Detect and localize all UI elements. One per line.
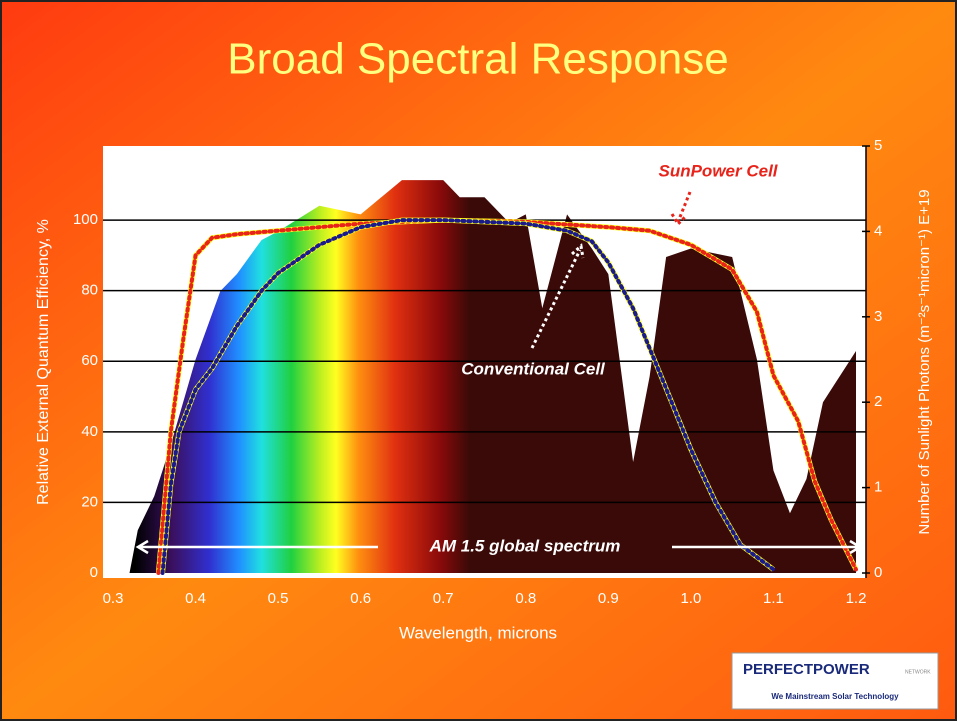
logo-tagline: We Mainstream Solar Technology	[771, 692, 899, 701]
y-axis-label: Relative External Quantum Efficiency, %	[35, 219, 52, 505]
y2-tick-label: 0	[874, 564, 882, 581]
x-tick-label: 0.5	[268, 590, 289, 607]
y2-tick-label: 5	[874, 137, 882, 154]
y-tick-label: 20	[81, 493, 98, 510]
y-tick-label: 80	[81, 282, 98, 299]
logo-box	[731, 652, 939, 710]
pointer-arrow	[670, 191, 692, 227]
x-tick-label: 0.3	[103, 590, 124, 607]
sunpower-label: SunPower Cell	[658, 161, 778, 180]
efficiency-line	[160, 218, 776, 575]
spectrum-area	[129, 180, 856, 573]
y2-tick-label: 1	[874, 479, 882, 496]
x-axis-label: Wavelength, microns	[399, 623, 557, 642]
y-tick-label: 100	[73, 211, 98, 228]
x-tick-label: 0.4	[185, 590, 206, 607]
pointer-arrow	[530, 243, 585, 349]
x-tick-label: 1.2	[846, 590, 867, 607]
logo-title: PERFECTPOWER	[743, 661, 870, 678]
x-tick-label: 1.0	[680, 590, 701, 607]
y2-tick-label: 4	[874, 222, 882, 239]
conventional-label: Conventional Cell	[461, 359, 606, 378]
y2-axis-label: Number of Sunlight Photons (m⁻²s⁻¹micron…	[916, 189, 933, 534]
spectrum-label: AM 1.5 global spectrum	[429, 536, 621, 555]
y-tick-label: 40	[81, 423, 98, 440]
title: Broad Spectral Response	[227, 35, 728, 84]
y2-tick-label: 2	[874, 393, 882, 410]
x-tick-label: 0.7	[433, 590, 454, 607]
x-tick-label: 0.9	[598, 590, 619, 607]
x-tick-label: 0.6	[350, 590, 371, 607]
logo-suffix: NETWORK	[905, 669, 931, 675]
efficiency-line	[156, 218, 858, 575]
logo: PERFECTPOWER NETWORK We Mainstream Solar…	[731, 652, 939, 710]
x-tick-label: 1.1	[763, 590, 784, 607]
y-tick-label: 60	[81, 352, 98, 369]
y2-tick-label: 3	[874, 308, 882, 325]
range-arrow	[135, 539, 863, 555]
x-tick-label: 0.8	[515, 590, 536, 607]
y-tick-label: 0	[90, 564, 98, 581]
